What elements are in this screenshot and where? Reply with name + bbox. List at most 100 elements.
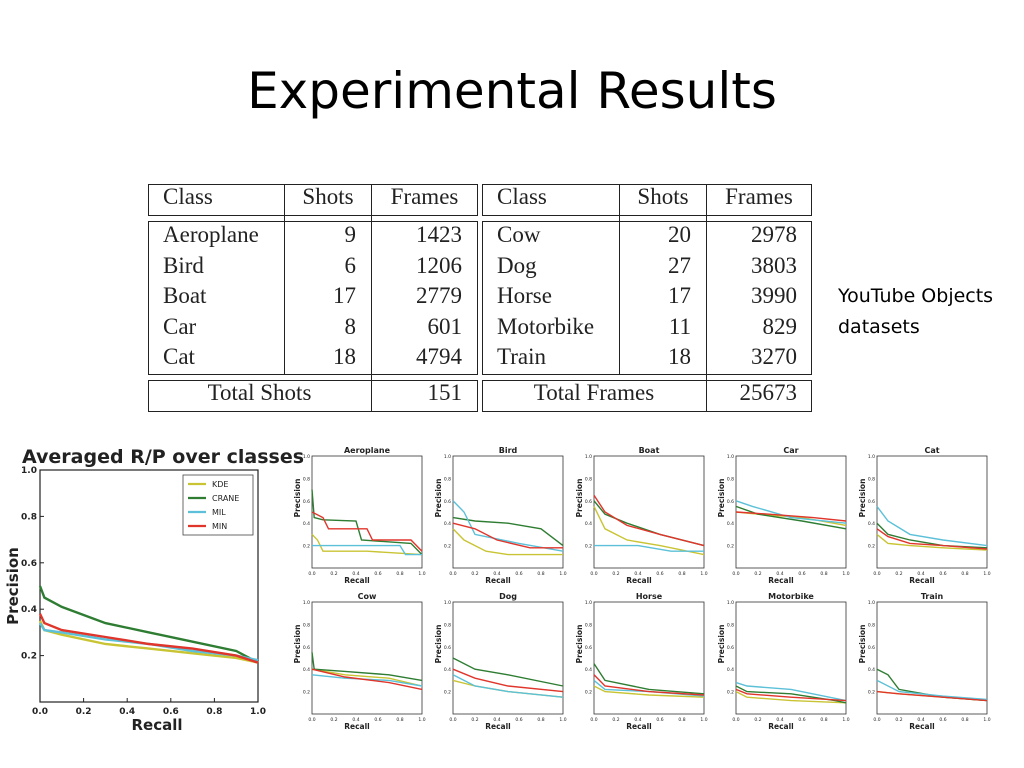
x-tick-label: 1.0	[418, 571, 425, 577]
x-axis-label: Recall	[485, 576, 511, 585]
table-header-right-box	[482, 184, 812, 216]
col-sep	[706, 184, 707, 412]
x-tick-label: 0.0	[590, 717, 597, 723]
table-body-left-box	[148, 221, 478, 375]
x-tick-label: 0.0	[449, 717, 456, 723]
x-tick-label: 0.2	[895, 717, 902, 723]
table-body-right-box	[482, 221, 812, 375]
table-cell-class: Bird	[163, 252, 204, 278]
legend-label-min: MIN	[212, 522, 227, 531]
table-cell-shots: 20	[668, 222, 691, 247]
x-tick-label: 0.2	[754, 571, 761, 577]
table-cell-frames: 3803	[751, 252, 797, 278]
series-line-mil	[735, 500, 847, 524]
y-tick-label: 0.6	[727, 499, 734, 505]
y-tick-label: 0.2	[303, 690, 310, 696]
class-chart-title: Bird	[499, 446, 518, 455]
y-tick-label: 0.2	[727, 544, 734, 550]
main-chart: 0.0 0.2 0.4 0.6 0.8 1.0 0.2 0.4 0.6 0.8 1.0 Recall P…	[4, 466, 266, 734]
x-tick-label: 0.0	[590, 571, 597, 577]
x-tick-label: 0.6	[798, 571, 805, 577]
series-line-crane	[735, 505, 847, 530]
x-tick-label: 0.8	[396, 717, 403, 723]
class-chart-title: Cow	[358, 592, 377, 601]
x-tick-label: 0.6	[515, 717, 522, 723]
x-tick-label: 0.8	[961, 717, 968, 723]
class-chart-frame	[735, 601, 847, 715]
x-tick-label: 0.0	[32, 707, 48, 717]
y-tick-label: 0.4	[303, 667, 310, 673]
class-chart-title: Cat	[924, 446, 939, 455]
y-tick-label: 0.4	[585, 521, 592, 527]
x-tick-label: 0.4	[352, 571, 359, 577]
series-line-mil	[312, 544, 422, 556]
y-tick-label: 1.0	[21, 466, 37, 476]
series-line-min	[452, 522, 563, 549]
series-line-min	[876, 528, 988, 550]
table-cell-frames: 829	[762, 313, 798, 339]
series-line-mil	[452, 500, 564, 552]
x-tick-label: 0.2	[471, 717, 478, 723]
y-tick-label: 0.2	[868, 690, 875, 696]
total-shots-value: 151	[427, 380, 463, 405]
class-chart-frame	[452, 455, 564, 569]
table-cell-frames: 2978	[751, 222, 797, 247]
x-tick-label: 0.2	[895, 571, 902, 577]
y-axis-label: Precision	[575, 479, 584, 518]
x-tick-label: 1.0	[418, 717, 425, 723]
x-tick-label: 0.2	[612, 717, 619, 723]
table-cell-shots: 17	[333, 283, 356, 308]
class-chart-dog: Dog 0.0 0.2 0.4 0.6 0.8 1.0 0.2 0.4 0.6 0.8 1.0 Reca…	[434, 592, 567, 731]
table-cell-frames: 4794	[416, 344, 462, 369]
x-axis-label: Recall	[768, 576, 794, 585]
x-tick-label: 0.8	[537, 571, 544, 577]
class-chart-title: Motorbike	[768, 592, 814, 601]
class-chart-title: Aeroplane	[344, 446, 391, 455]
y-tick-label: 0.2	[303, 544, 310, 550]
class-chart-title: Train	[921, 592, 944, 601]
class-chart-title: Dog	[499, 592, 517, 601]
class-chart-frame	[311, 455, 423, 569]
series-line-min	[452, 668, 564, 693]
x-tick-label: 0.6	[939, 571, 946, 577]
header-shots-left: Shots	[302, 184, 354, 209]
class-chart-title: Car	[783, 446, 798, 455]
x-tick-label: 1.0	[842, 571, 849, 577]
x-tick-label: 0.0	[449, 571, 456, 577]
x-tick-label: 0.6	[374, 717, 381, 723]
series-line-crane	[311, 489, 423, 556]
series-line-min	[593, 494, 705, 547]
series-line-min	[311, 511, 423, 552]
series-line-min	[38, 613, 259, 664]
total-frames-label: Total Frames	[533, 380, 655, 405]
dataset-note: YouTube Objects datasets	[838, 281, 993, 343]
x-tick-label: 0.6	[656, 571, 663, 577]
x-tick-label: 0.2	[471, 571, 478, 577]
class-chart-frame	[452, 601, 564, 715]
series-line-kde	[593, 685, 705, 698]
x-tick-label: 0.6	[374, 571, 381, 577]
y-tick-label: 0.2	[444, 690, 451, 696]
slide-title: Experimental Results	[247, 62, 777, 120]
y-tick-label: 1.0	[868, 454, 875, 460]
series-line-mil	[876, 679, 988, 701]
table-cell-class: Cat	[163, 344, 195, 369]
x-tick-label: 0.8	[820, 717, 827, 723]
series-line-mil	[876, 505, 988, 547]
x-tick-label: 0.8	[396, 571, 403, 577]
class-chart-train: Train 0.0 0.2 0.4 0.6 0.8 1.0 0.2 0.4 0.6 0.8 1.0 Re…	[858, 592, 991, 731]
y-axis-label: Precision	[858, 479, 867, 518]
table-cell-frames: 3990	[751, 283, 797, 308]
class-chart-bird: Bird 0.0 0.2 0.4 0.6 0.8 1.0 0.2 0.4 0.6 0.8 1.0 Rec…	[434, 446, 567, 585]
table-cell-frames: 1206	[416, 252, 462, 278]
x-tick-label: 0.4	[119, 707, 135, 717]
y-tick-label: 0.4	[444, 521, 451, 527]
class-chart-frame	[735, 455, 847, 569]
y-tick-label: 0.8	[585, 476, 592, 482]
x-tick-label: 0.2	[76, 707, 92, 717]
dataset-note-line-2: datasets	[838, 316, 920, 338]
class-chart-frame	[311, 601, 423, 715]
y-tick-label: 0.6	[727, 645, 734, 651]
series-line-kde	[452, 528, 563, 556]
class-chart-frame	[876, 455, 988, 569]
